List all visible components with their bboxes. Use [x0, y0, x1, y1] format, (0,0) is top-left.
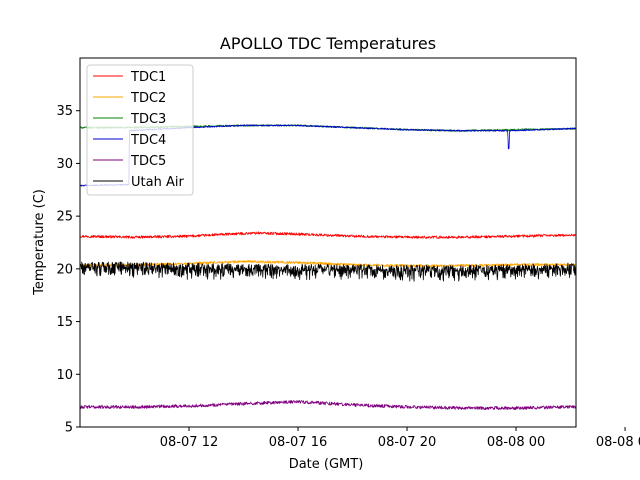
y-tick-label: 25 — [56, 210, 73, 225]
y-tick-label: 10 — [56, 368, 73, 383]
y-tick-label: 20 — [56, 262, 73, 277]
y-axis: 5 10 15 20 25 30 35 — [56, 104, 80, 436]
series-line-tdc5 — [80, 400, 576, 410]
chart-title: APOLLO TDC Temperatures — [220, 34, 436, 53]
y-tick-label: 15 — [56, 315, 73, 330]
plot-area-frame — [79, 57, 577, 428]
x-tick-label: 08-08 04 — [596, 435, 640, 450]
x-tick-label: 08-08 00 — [487, 435, 545, 450]
legend-label: TDC5 — [130, 154, 166, 169]
y-axis-label: Temperature (C) — [32, 189, 47, 296]
x-axis: 08-07 12 08-07 16 08-07 20 08-08 00 08-08 04… — [160, 427, 640, 450]
legend-label: Utah Air — [131, 175, 184, 190]
series-line-tdc2 — [80, 259, 576, 268]
y-tick-label: 30 — [56, 157, 73, 172]
series-line-utah-air — [80, 261, 576, 282]
legend: TDC1 TDC2 TDC3 TDC4 TDC5 Utah Air — [86, 64, 194, 196]
y-tick-label: 5 — [65, 421, 73, 436]
legend-label: TDC4 — [130, 133, 166, 148]
x-tick-label: 08-07 12 — [160, 435, 218, 450]
x-axis-label: Date (GMT) — [289, 457, 364, 472]
series-line-tdc1 — [80, 231, 576, 239]
legend-label: TDC3 — [130, 112, 166, 127]
legend-label: TDC1 — [130, 70, 166, 85]
legend-label: TDC2 — [130, 91, 166, 106]
x-tick-label: 08-07 20 — [378, 435, 436, 450]
y-tick-label: 35 — [56, 104, 73, 119]
x-tick-label: 08-07 16 — [269, 435, 327, 450]
